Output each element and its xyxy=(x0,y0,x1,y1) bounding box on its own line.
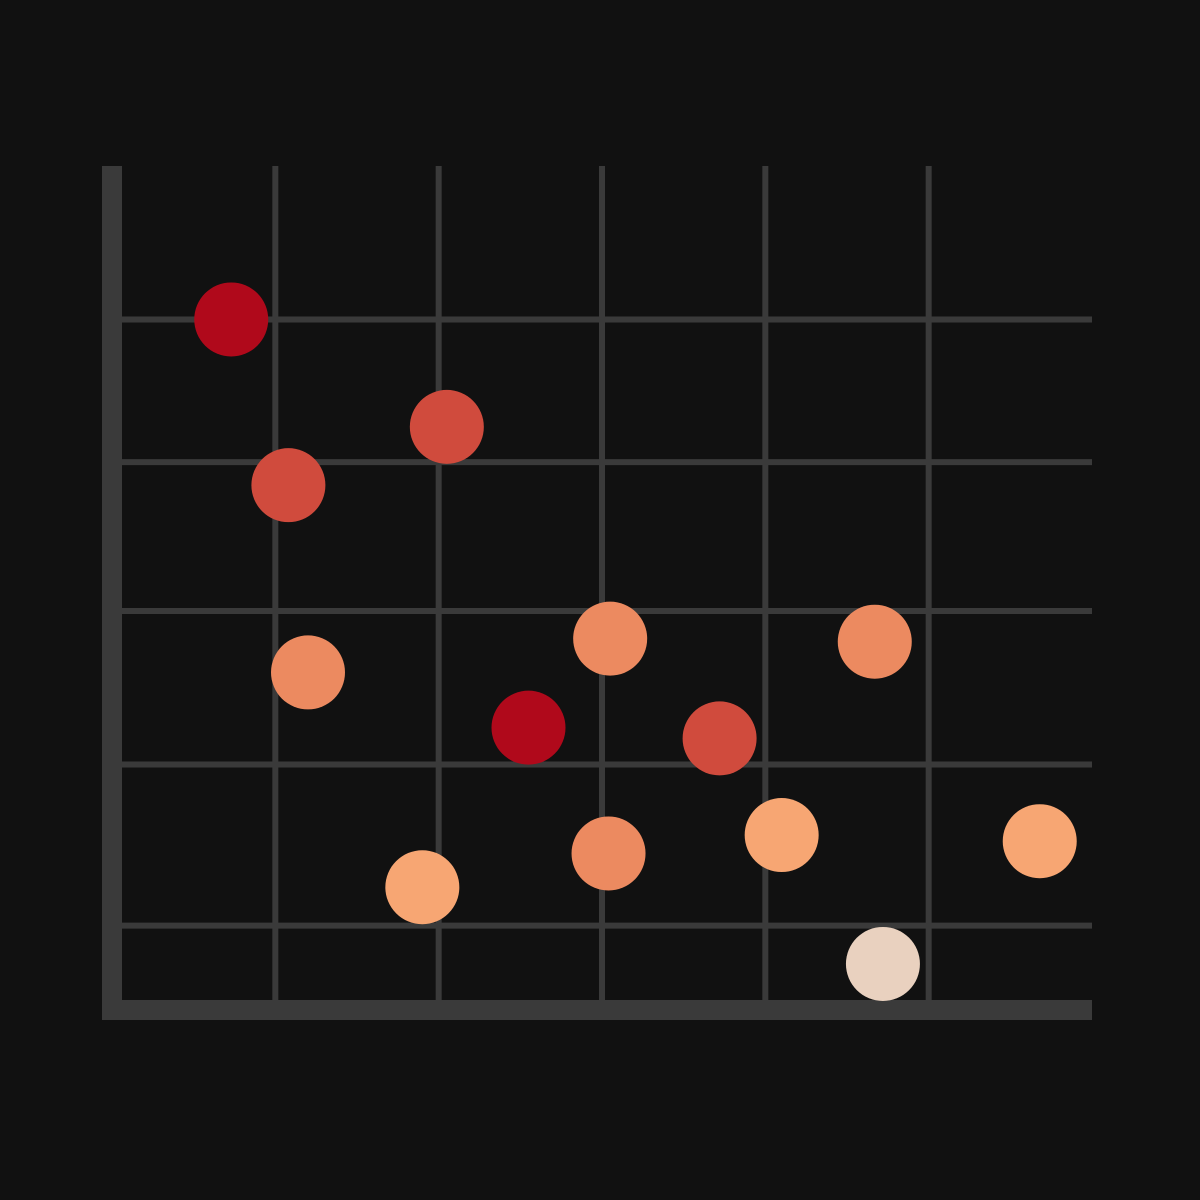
data-point-11 xyxy=(571,816,646,891)
data-point-10 xyxy=(1002,804,1077,879)
data-points xyxy=(194,282,1077,1001)
data-point-5 xyxy=(837,604,912,679)
data-point-8 xyxy=(682,701,757,776)
data-point-13 xyxy=(845,926,920,1001)
data-point-4 xyxy=(573,601,648,676)
data-point-3 xyxy=(251,448,326,523)
x-axis-line xyxy=(102,1000,1092,1020)
data-point-2 xyxy=(409,389,484,464)
data-point-7 xyxy=(491,690,566,765)
data-point-9 xyxy=(744,798,819,873)
y-axis-line xyxy=(102,166,122,1020)
axes xyxy=(102,166,1092,1020)
grid-lines xyxy=(112,166,1092,1010)
data-point-12 xyxy=(385,850,460,925)
data-point-6 xyxy=(271,635,345,710)
data-point-1 xyxy=(194,282,269,357)
